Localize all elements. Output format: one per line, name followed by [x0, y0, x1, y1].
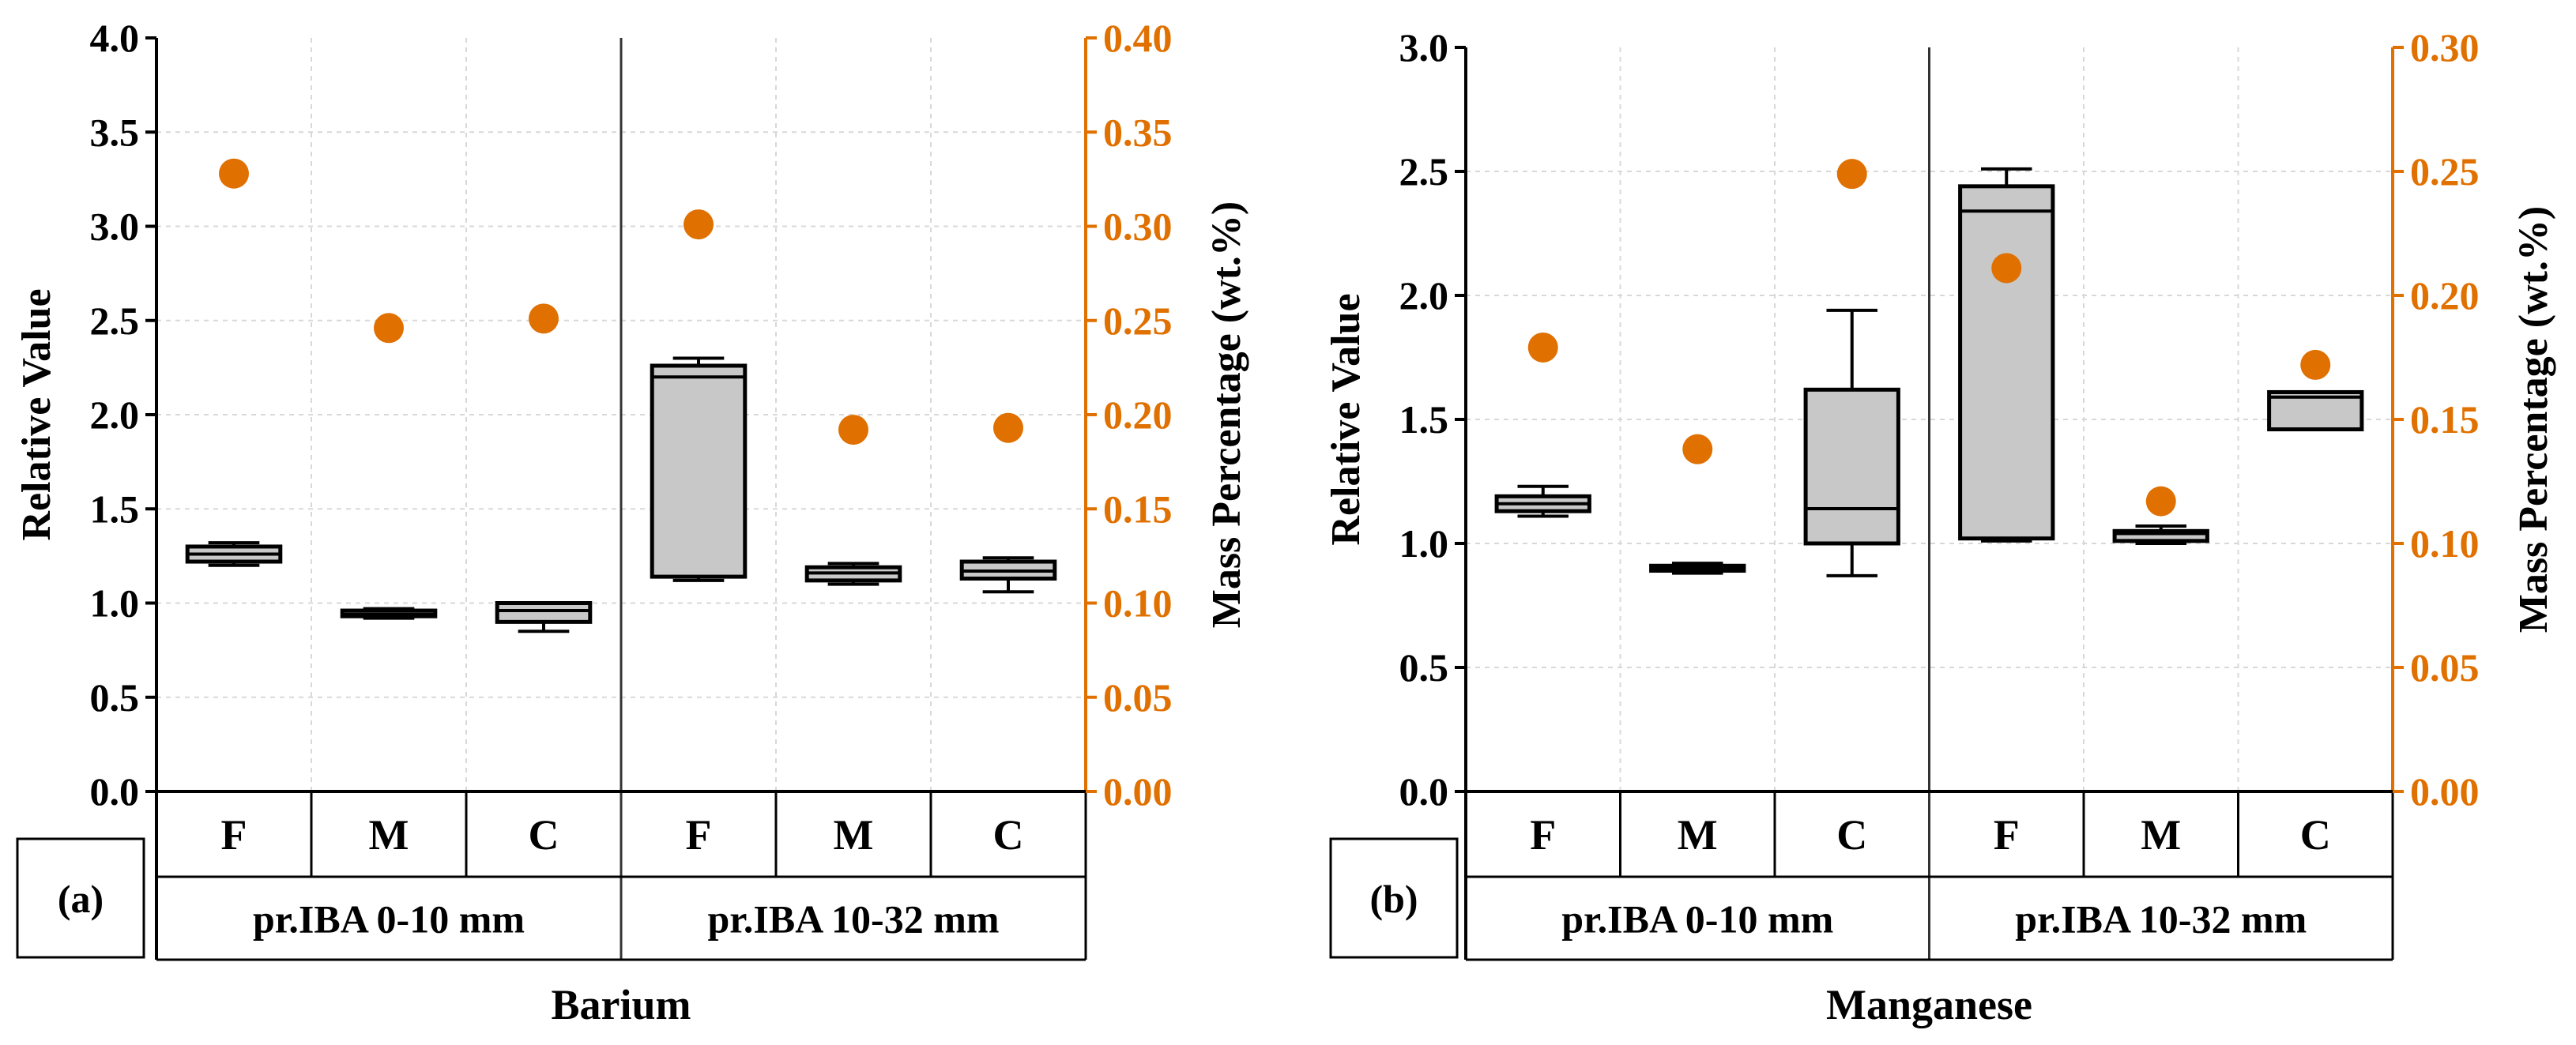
box-f-group1 — [1494, 484, 1591, 518]
y-tick-label-left: 3.0 — [90, 205, 140, 249]
y-tick-label-left: 2.5 — [1399, 149, 1449, 194]
y-tick-label-left: 0.5 — [1399, 645, 1449, 690]
y-tick-label-left: 2.5 — [90, 299, 140, 343]
mass-percentage-point — [1682, 434, 1713, 464]
mass-percentage-point — [1836, 159, 1867, 190]
chart-title: Barium — [551, 981, 691, 1028]
panel-label-box — [1329, 837, 1459, 959]
y-tick-label-left: 2.0 — [1399, 273, 1449, 318]
y-tick-label-left: 3.5 — [90, 110, 140, 154]
box-f-group1 — [185, 541, 283, 567]
box-c-group1 — [1803, 308, 1900, 577]
y-tick-label-right: 0.30 — [2410, 25, 2480, 70]
y-tick-label-right: 0.00 — [2410, 769, 2480, 814]
y-tick-label-left: 1.5 — [90, 487, 140, 531]
y-tick-label-right: 0.15 — [1103, 487, 1173, 531]
y-tick-label-left: 3.0 — [1399, 25, 1449, 70]
mass-percentage-point — [838, 415, 868, 445]
y-tick-label-left: 1.0 — [90, 581, 140, 626]
category-label: M — [369, 811, 409, 859]
chart-title: Manganese — [1826, 981, 2032, 1028]
chart-panel-2: 0.0 0.5 1.0 1.5 2.0 2.5 3.0 0.00 0.05 0.10 0.15 0.2… — [1324, 25, 2556, 1028]
y-tick-label-left: 1.0 — [1399, 521, 1449, 566]
y-tick-label-right: 0.35 — [1103, 110, 1173, 154]
mass-percentage-point — [374, 313, 404, 344]
y-tick-label-left: 1.5 — [1399, 397, 1449, 442]
panel-label: (a) — [58, 877, 104, 921]
category-label: F — [686, 811, 712, 859]
box-c-group1 — [495, 601, 593, 633]
group-label: pr.IBA 10-32 mm — [707, 897, 999, 942]
mass-percentage-point — [1527, 332, 1558, 363]
y-tick-label-right: 0.15 — [2410, 397, 2480, 442]
group-label: pr.IBA 0-10 mm — [1561, 897, 1833, 942]
category-label: M — [834, 811, 874, 859]
box-f-group2 — [650, 356, 748, 582]
group-label: pr.IBA 10-32 mm — [2015, 897, 2307, 942]
box-iqr — [495, 601, 593, 624]
mass-percentage-point — [2300, 349, 2331, 380]
y-tick-label-right: 0.10 — [2410, 521, 2480, 566]
y-tick-label-right: 0.25 — [2410, 149, 2480, 194]
y-tick-label-right: 0.10 — [1103, 581, 1173, 626]
box-m-group1 — [340, 607, 438, 620]
mass-percentage-point — [1991, 253, 2022, 284]
chart-panel-1: 0.0 0.5 1.0 1.5 2.0 2.5 3.0 3.5 4.0 0.00 0.05 0.10 0… — [14, 16, 1249, 1028]
y-tick-label-right: 0.30 — [1103, 205, 1173, 249]
y-tick-label-left: 2.0 — [90, 393, 140, 437]
box-m-group2 — [2112, 524, 2209, 545]
y-tick-label-left: 0.0 — [1399, 769, 1449, 814]
box-f-group2 — [1958, 167, 2055, 543]
y-tick-label-right: 0.20 — [1103, 393, 1173, 437]
box-iqr — [650, 363, 748, 579]
y-tick-label-right: 0.25 — [1103, 299, 1173, 343]
box-c-group2 — [959, 556, 1057, 594]
y-tick-label-right: 0.05 — [1103, 675, 1173, 720]
y-tick-label-left: 0.5 — [90, 675, 140, 720]
y-axis-title-left: Relative Value — [1324, 293, 1369, 545]
y-axis-title-right: Mass Percentage (wt.%) — [1204, 201, 1249, 629]
y-tick-label-left: 4.0 — [90, 16, 140, 60]
box-m-group1 — [1649, 562, 1746, 575]
y-tick-label-right: 0.05 — [2410, 645, 2480, 690]
category-label: F — [1530, 811, 1556, 859]
box-c-group2 — [2267, 389, 2364, 432]
mass-percentage-point — [684, 209, 714, 240]
y-tick-label-right: 0.20 — [2410, 273, 2480, 318]
panel-label: (b) — [1369, 877, 1418, 921]
category-label: C — [2300, 811, 2331, 859]
category-label: M — [2141, 811, 2181, 859]
panel-label-box — [16, 837, 145, 959]
category-label: C — [993, 811, 1024, 859]
y-tick-label-right: 0.00 — [1103, 769, 1173, 814]
category-label: M — [1678, 811, 1718, 859]
y-tick-label-right: 0.40 — [1103, 16, 1173, 60]
mass-percentage-point — [993, 412, 1023, 443]
category-label: F — [221, 811, 247, 859]
category-label: C — [1836, 811, 1867, 859]
mass-percentage-point — [529, 303, 559, 334]
mass-percentage-point — [219, 158, 249, 189]
y-tick-label-left: 0.0 — [90, 769, 140, 814]
group-label: pr.IBA 0-10 mm — [253, 897, 525, 942]
category-label: F — [1994, 811, 2020, 859]
y-axis-title-right: Mass Percentage (wt.%) — [2511, 206, 2556, 633]
box-iqr — [1803, 387, 1900, 546]
category-label: C — [529, 811, 559, 859]
box-m-group2 — [804, 562, 902, 586]
y-axis-title-left: Relative Value — [14, 288, 59, 540]
mass-percentage-point — [2145, 486, 2176, 517]
box-iqr — [1958, 184, 2055, 541]
